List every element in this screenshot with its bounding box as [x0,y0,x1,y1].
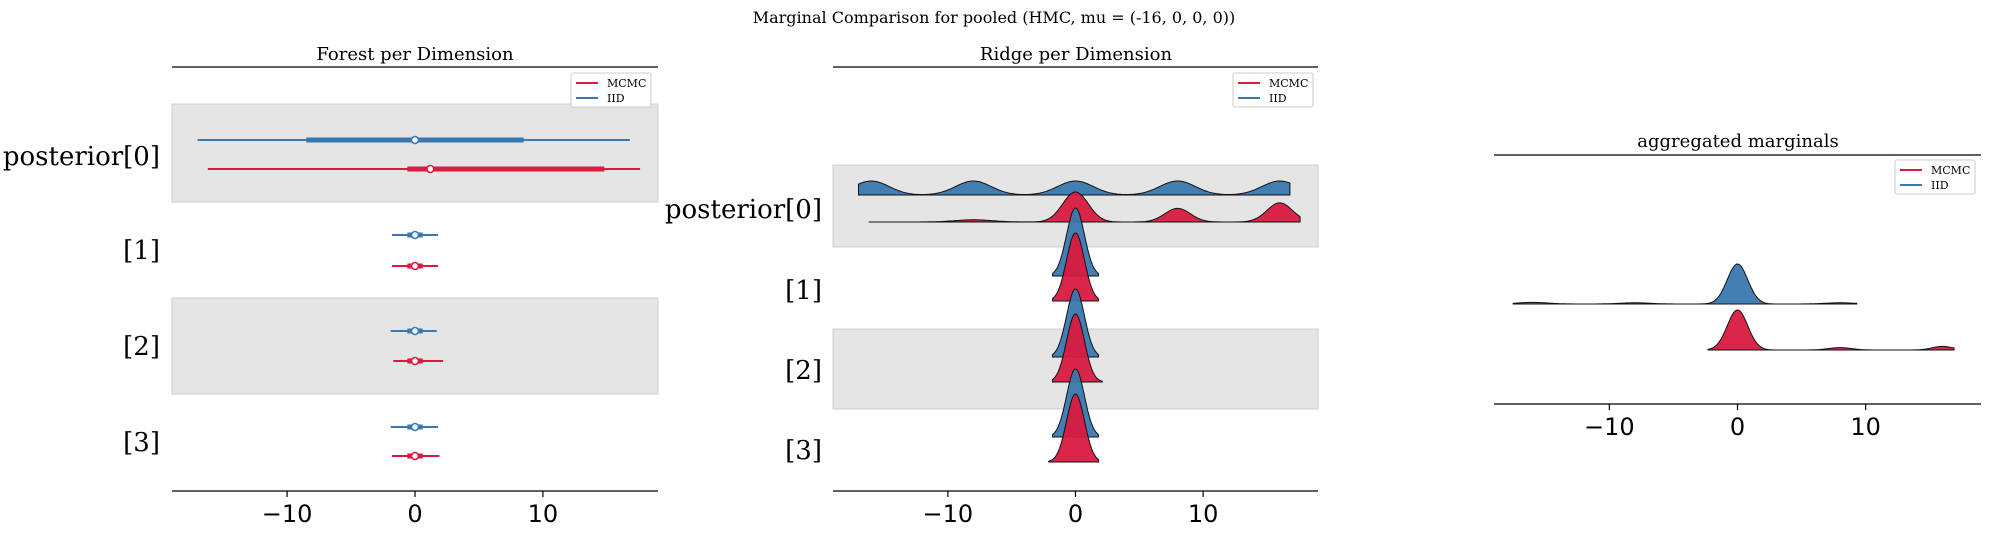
ridge-row-label-3: [3] [785,436,822,466]
ridge-row-label-0: posterior[0] [665,195,822,225]
forest-row-label-3: [3] [123,428,160,458]
aggregated-legend-mcmc: MCMC [1931,164,1970,177]
forest-panel: Forest per Dimension posterior[0] [1] [2… [3,44,659,528]
forest-row-label-2: [2] [123,332,160,362]
ridge-xtick-label: 0 [1068,500,1083,528]
forest-iid-point [410,326,420,336]
forest-legend-iid: IID [607,92,625,105]
forest-xtick-label: 0 [407,500,422,528]
ridge-title: Ridge per Dimension [980,44,1173,65]
forest-xtick-label: −10 [262,500,313,528]
forest-row-shade [171,297,659,395]
forest-xtick-label: 10 [528,500,559,528]
ridge-xtick-label: 10 [1188,500,1219,528]
aggregated-legend: MCMC IID [1894,159,1976,195]
forest-legend-mcmc: MCMC [607,77,646,90]
ridge-xtick-label: −10 [923,500,974,528]
forest-mcmc-point [410,356,420,366]
forest-row-label-1: [1] [123,236,160,266]
forest-row-label-0: posterior[0] [3,142,160,172]
ridge-mcmc-density-row-3 [1048,393,1099,463]
aggregated-legend-iid: IID [1931,179,1949,192]
forest-mcmc-point [410,451,420,461]
ridge-iid-density-row-0 [858,180,1291,196]
ridge-mcmc-density-row-0 [868,191,1301,223]
forest-iid-point [410,135,420,145]
ridge-row-label-1: [1] [785,276,822,306]
ridge-mcmc-density-row-2 [1052,313,1103,383]
aggregated-iid-density [1512,263,1858,305]
aggregated-mcmc-density [1707,309,1955,351]
forest-mcmc-point [426,164,435,174]
forest-iid-point [410,230,420,240]
ridge-legend-iid: IID [1269,92,1287,105]
ridge-panel: Ridge per Dimension posterior[0] [1] [2]… [665,44,1319,528]
aggregated-xtick-label: 10 [1850,413,1881,441]
forest-row-shade [171,103,659,203]
aggregated-panel: aggregated marginals −10 0 10 MCMC IID [1494,131,1981,441]
ridge-row-label-2: [2] [785,356,822,386]
forest-iid-point [410,422,420,432]
ridge-mcmc-density-row-1 [1052,232,1099,302]
forest-title: Forest per Dimension [316,44,514,65]
ridge-legend-mcmc: MCMC [1269,77,1308,90]
aggregated-title: aggregated marginals [1637,131,1838,152]
aggregated-xtick-label: 0 [1730,413,1745,441]
forest-legend: MCMC IID [570,72,652,108]
ridge-legend: MCMC IID [1232,72,1314,108]
figure-suptitle: Marginal Comparison for pooled (HMC, mu … [753,8,1236,27]
aggregated-xtick-label: −10 [1584,413,1635,441]
forest-mcmc-point [410,261,420,271]
